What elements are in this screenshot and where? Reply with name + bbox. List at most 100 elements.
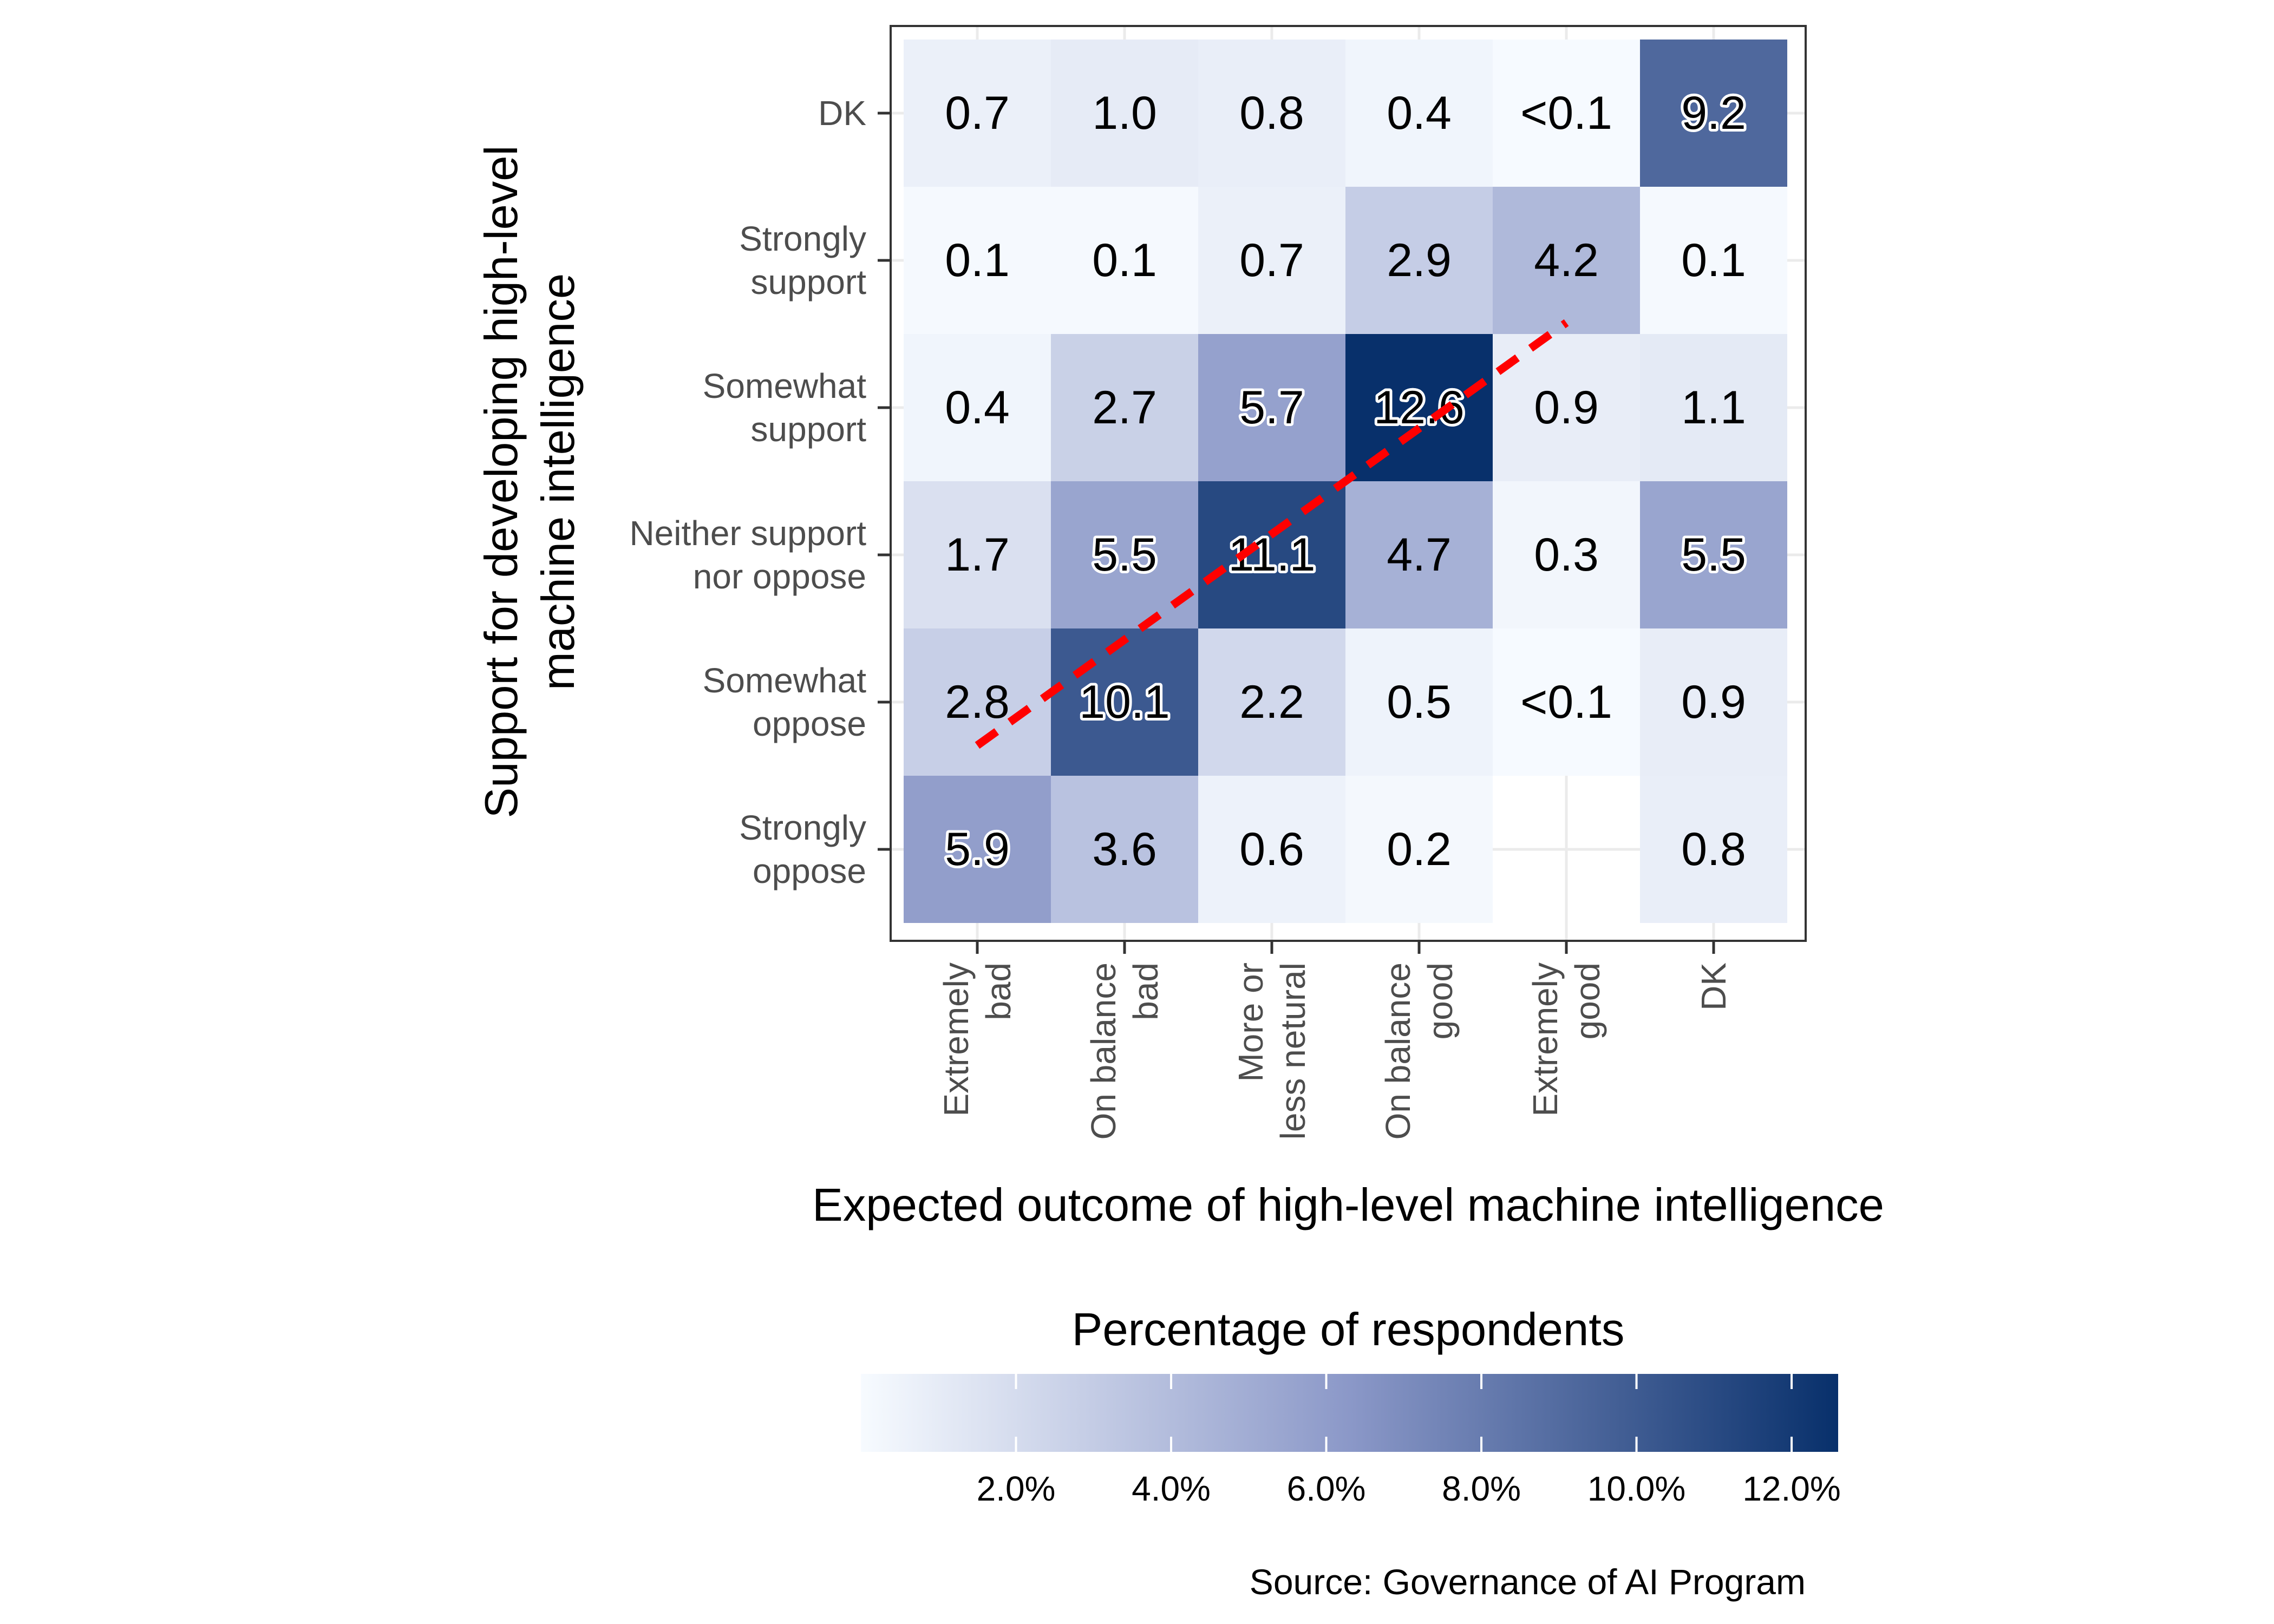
y-tick-label-neither-support-nor-oppose: nor oppose <box>693 557 866 596</box>
heatmap-cell <box>1051 776 1198 923</box>
heatmap-cell <box>1198 481 1345 628</box>
legend-tick-label: 4.0% <box>1132 1469 1211 1508</box>
diagonal-dashed-line <box>975 319 1569 749</box>
x-tick-label-line: On balance <box>1378 962 1417 1140</box>
cell-value-label: 0.3 <box>1534 529 1599 581</box>
heatmap-cell <box>1493 40 1640 187</box>
cell-value-label: <0.1 <box>1520 87 1612 139</box>
cell-value-label: 0.9 <box>1681 676 1746 728</box>
cell-value-label: 0.6 <box>1239 823 1304 875</box>
cell-value-label: 9.2 <box>1681 87 1746 139</box>
cell-value-label: 0.1 <box>1681 234 1746 286</box>
cell-value-label: 1.7 <box>945 529 1010 581</box>
cell-value-label: <0.1 <box>1520 676 1612 728</box>
cell-value-label: 0.4 <box>945 382 1010 434</box>
x-axis-title: Expected outcome of high-level machine i… <box>812 1180 1884 1231</box>
legend-tick-label: 12.0% <box>1742 1469 1840 1508</box>
cell-value-label: 1.0 <box>1092 87 1157 139</box>
y-tick-label-strongly-support: support <box>751 263 867 302</box>
x-tick-label-dk: DK <box>1694 962 1733 1011</box>
heatmap-cell <box>1640 628 1787 776</box>
heatmap-cell <box>1345 334 1493 481</box>
heatmap-cell <box>904 334 1051 481</box>
x-tick-label-line: good <box>1568 962 1607 1039</box>
y-tick-label-strongly-support: Strongly <box>739 219 866 258</box>
heatmap-cell <box>1051 628 1198 776</box>
heatmap-cell <box>1493 628 1640 776</box>
x-tick-label-more-or-less-netural: More or less netural <box>1231 962 1312 1140</box>
heatmap-cell <box>904 40 1051 187</box>
heatmap-cell <box>1640 334 1787 481</box>
color-legend: Percentage of respondents 2.0% 4.0% 6.0% 8.… <box>861 1304 1841 1508</box>
y-tick-label-neither-support-nor-oppose: Neither support <box>629 514 866 553</box>
cell-labels: 0.7 1.0 0.8 0.4 <0.1 9.2 0.1 0.1 0.7 2.9 4.2 0.1 0.4… <box>942 84 1749 878</box>
y-tick-label-somewhat-support: Somewhat <box>703 366 867 405</box>
cell-value-label: 0.9 <box>1534 382 1599 434</box>
cell-value-label: 0.8 <box>1239 87 1304 139</box>
cell-value-label: 0.1 <box>945 234 1010 286</box>
heatmap-cell <box>1640 776 1787 923</box>
heatmap-cell <box>1493 187 1640 334</box>
y-tick-label-strongly-oppose: Strongly <box>739 808 866 847</box>
y-tick-label-dk: DK <box>818 94 866 133</box>
heatmap-cell <box>1198 776 1345 923</box>
heatmap-cell <box>904 628 1051 776</box>
x-tick-label-line: More or <box>1231 962 1270 1082</box>
panel-border <box>890 25 1807 942</box>
x-tick-label-extremely-bad: Extremely bad <box>937 962 1018 1117</box>
heatmap-cell <box>1345 40 1493 187</box>
cell-value-label: 2.2 <box>1239 676 1304 728</box>
heatmap-cell <box>904 776 1051 923</box>
heatmap-cell <box>1198 334 1345 481</box>
heatmap-cell <box>904 481 1051 628</box>
cell-value-label: 0.8 <box>1681 823 1746 875</box>
x-tick-label-line: good <box>1421 962 1460 1039</box>
x-tick-label-line: DK <box>1694 962 1733 1011</box>
x-tick-label-line: Extremely <box>937 962 976 1117</box>
y-axis-title-line: Support for developing high-level <box>476 146 527 818</box>
y-tick-label-somewhat-oppose: Somewhat <box>703 661 867 700</box>
x-tick-label-line: Extremely <box>1526 962 1565 1117</box>
cell-value-label: 0.4 <box>1387 87 1452 139</box>
y-tick-label-strongly-oppose: oppose <box>753 852 866 890</box>
x-tick-label-on-balance-bad: On balance bad <box>1084 962 1165 1140</box>
diagonal-line <box>975 319 1569 749</box>
cell-value-label: 5.5 <box>1092 529 1157 581</box>
cell-value-label: 5.7 <box>1239 382 1304 434</box>
cell-value-label: 2.9 <box>1387 234 1452 286</box>
heatmap-cell <box>1493 481 1640 628</box>
y-axis-title: Support for developing high-level machine… <box>476 146 584 818</box>
cell-value-label: 4.7 <box>1387 529 1452 581</box>
cell-value-label: 1.1 <box>1681 382 1746 434</box>
legend-tick-label: 2.0% <box>977 1469 1056 1508</box>
cell-value-label: 0.2 <box>1387 823 1452 875</box>
heatmap-cell <box>1051 187 1198 334</box>
x-tick-label-line: bad <box>1126 962 1165 1020</box>
cell-value-label: 5.5 <box>1681 529 1746 581</box>
legend-title: Percentage of respondents <box>1072 1304 1625 1355</box>
y-tick-label-somewhat-oppose: oppose <box>753 704 866 743</box>
legend-colorbar <box>861 1374 1838 1452</box>
cell-value-label: 3.6 <box>1092 823 1157 875</box>
legend-tick-label: 6.0% <box>1287 1469 1366 1508</box>
legend-ticks: 2.0% 4.0% 6.0% 8.0% 10.0% 12.0% <box>977 1374 1841 1508</box>
y-axis-title-line: machine intelligence <box>533 273 584 690</box>
heatmap-cell <box>1640 40 1787 187</box>
cell-value-label: 0.7 <box>945 87 1010 139</box>
x-axis-ticks: Extremely bad On balance bad More or less net… <box>937 941 1733 1140</box>
heatmap-cell <box>1198 187 1345 334</box>
x-tick-label-line: On balance <box>1084 962 1123 1140</box>
y-axis-ticks: DK Strongly support Somewhat support Neither … <box>629 94 891 890</box>
cell-value-label: 10.1 <box>1079 676 1169 728</box>
heatmap-cell <box>1051 334 1198 481</box>
cell-value-label: 5.9 <box>945 823 1010 875</box>
cell-value-label: 2.7 <box>1092 382 1157 434</box>
heatmap-cell <box>1345 776 1493 923</box>
legend-tick-label: 10.0% <box>1587 1469 1685 1508</box>
heatmap-cell <box>1345 481 1493 628</box>
heatmap-cell <box>1640 481 1787 628</box>
heatmap-cell <box>1198 628 1345 776</box>
heatmap-cell <box>1345 187 1493 334</box>
x-tick-label-line: less netural <box>1273 962 1312 1140</box>
